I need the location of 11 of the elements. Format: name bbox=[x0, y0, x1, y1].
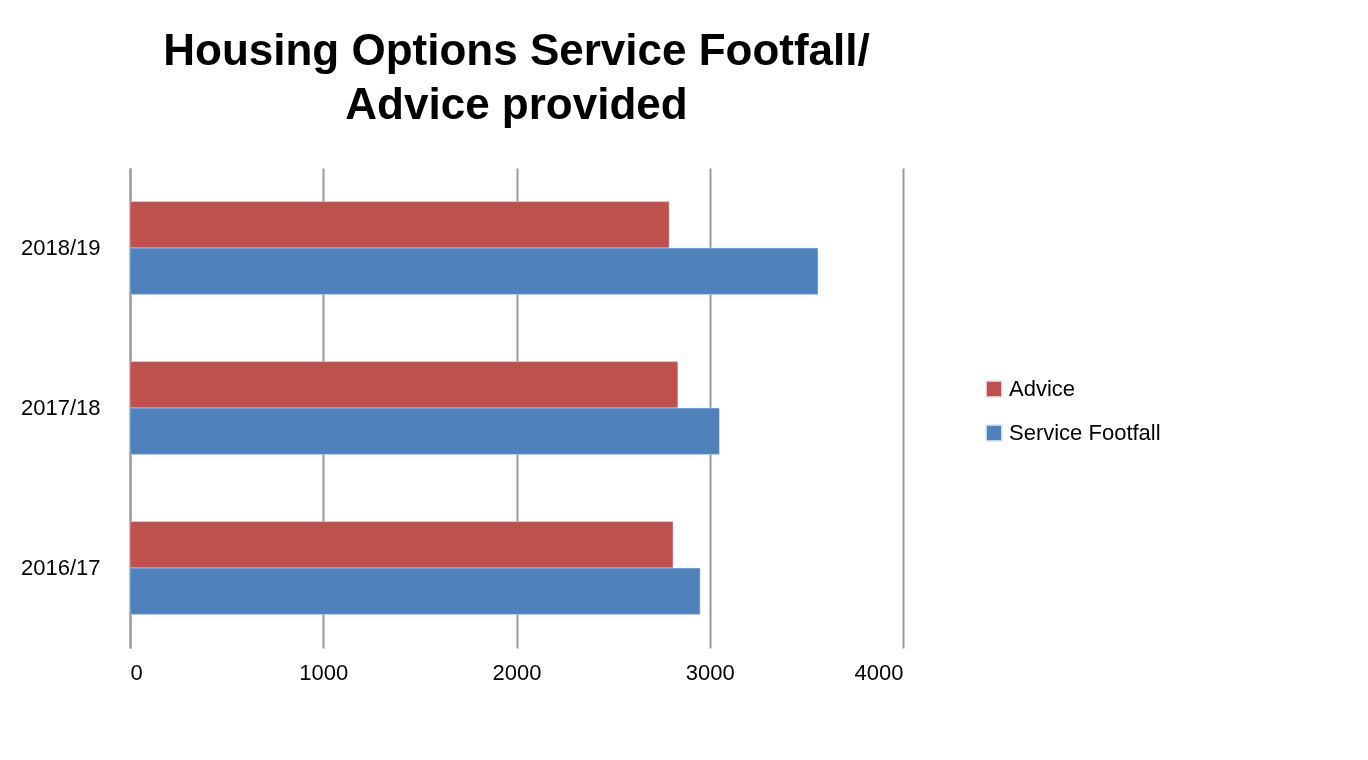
x-tick-label: 1000 bbox=[299, 659, 349, 685]
y-tick-label: 2017/18 bbox=[20, 395, 101, 420]
legend-label: Advice bbox=[1009, 376, 1076, 401]
x-tick-label: 2000 bbox=[492, 659, 542, 685]
x-tick-label: 0 bbox=[130, 659, 143, 685]
y-tick-label: 2016/17 bbox=[20, 555, 101, 580]
x-tick-label: 3000 bbox=[685, 659, 735, 685]
legend-label: Service Footfall bbox=[1009, 420, 1161, 445]
x-tick-label: 4000 bbox=[854, 659, 904, 685]
y-tick-label: 2018/19 bbox=[20, 235, 101, 260]
chart-title: Housing Options Service Footfall/ Advice provided bbox=[163, 25, 870, 128]
